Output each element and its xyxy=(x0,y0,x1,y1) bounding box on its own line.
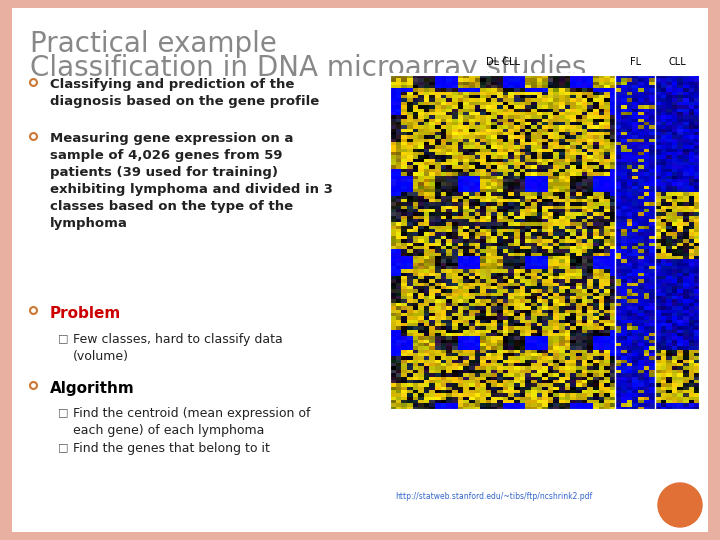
Text: DL CLL: DL CLL xyxy=(486,57,520,67)
Text: □: □ xyxy=(58,333,68,343)
Text: Measuring gene expression on a
sample of 4,026 genes from 59
patients (39 used f: Measuring gene expression on a sample of… xyxy=(50,132,333,230)
Bar xyxy=(389,74,701,411)
Text: Find the genes that belong to it: Find the genes that belong to it xyxy=(73,442,270,455)
Text: Practical example: Practical example xyxy=(30,30,277,58)
Text: http://statweb.stanford.edu/~tibs/ftp/ncshrink2.pdf: http://statweb.stanford.edu/~tibs/ftp/nc… xyxy=(395,492,593,501)
Text: □: □ xyxy=(58,442,68,452)
Text: CLL: CLL xyxy=(669,57,686,67)
Bar xyxy=(0,0,720,8)
Bar xyxy=(0,0,12,540)
Text: Few classes, hard to classify data
(volume): Few classes, hard to classify data (volu… xyxy=(73,333,283,363)
Text: FL: FL xyxy=(629,57,641,67)
Text: Algorithm: Algorithm xyxy=(50,381,135,396)
Text: Problem: Problem xyxy=(50,306,121,321)
Circle shape xyxy=(658,483,702,527)
Text: Find the centroid (mean expression of
each gene) of each lymphoma: Find the centroid (mean expression of ea… xyxy=(73,407,310,437)
Bar xyxy=(0,532,720,540)
Bar xyxy=(708,0,720,540)
Text: Classification in DNA microarray studies: Classification in DNA microarray studies xyxy=(30,54,586,82)
Text: Classifying and prediction of the
diagnosis based on the gene profile: Classifying and prediction of the diagno… xyxy=(50,78,319,108)
Text: □: □ xyxy=(58,407,68,417)
